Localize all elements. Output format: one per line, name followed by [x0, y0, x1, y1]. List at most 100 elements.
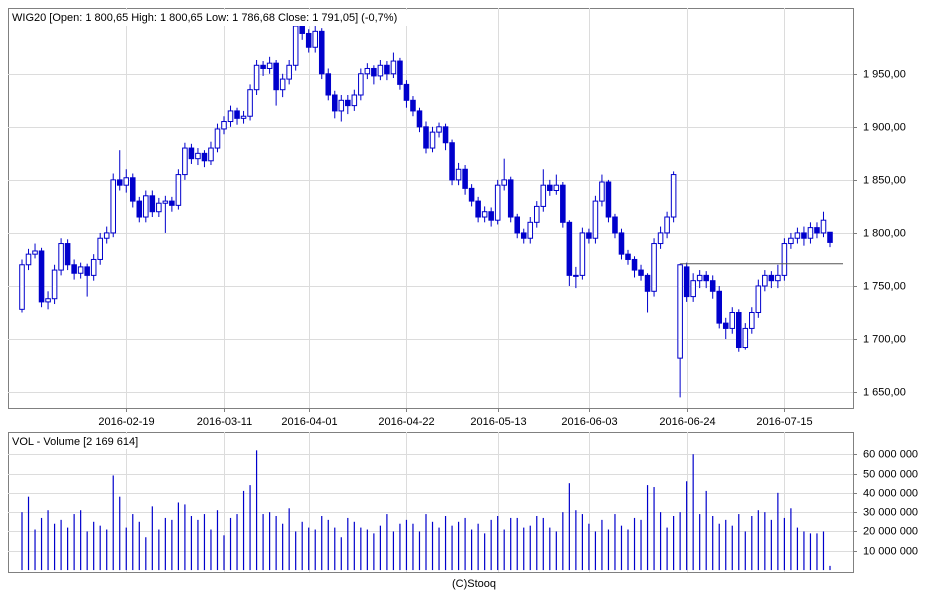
candle-body [299, 25, 305, 34]
x-tick-label: 2016-06-03 [561, 416, 617, 428]
candle-body [755, 285, 762, 314]
candle-body [182, 147, 188, 176]
candle-body [358, 73, 364, 96]
y-tick-label: 1 900,00 [863, 121, 906, 133]
candle-body [390, 60, 397, 75]
candle-body [657, 232, 664, 245]
candle-body [709, 280, 716, 292]
candle-body [683, 266, 690, 298]
candle-body [540, 184, 547, 207]
x-tick-label: 2016-04-01 [281, 416, 337, 428]
candle-body [651, 243, 657, 292]
candle-body [286, 64, 292, 80]
candle-body [801, 232, 807, 239]
candle-body [605, 181, 612, 218]
candle-body [19, 264, 25, 310]
x-tick-label: 2016-06-24 [659, 416, 715, 428]
candle-body [696, 274, 703, 282]
candle-body [253, 64, 260, 91]
x-tick-label: 2016-05-13 [470, 416, 526, 428]
candle-body [266, 62, 273, 69]
volume-panel [8, 432, 854, 573]
candle-body [45, 298, 51, 303]
candle-body [742, 327, 749, 349]
candle-body [364, 67, 371, 75]
volume-tick-label: 20 000 000 [863, 525, 918, 537]
volume-tick-label: 30 000 000 [863, 506, 918, 518]
candle-body [64, 243, 71, 266]
candle-body [520, 232, 527, 239]
candle-body [462, 168, 468, 189]
candle-body [234, 110, 240, 119]
candle-body [25, 253, 32, 266]
x-tick-label: 2016-07-15 [756, 416, 812, 428]
candle-body [384, 64, 390, 75]
candle-body [703, 274, 709, 282]
candle-body [612, 216, 618, 234]
candle-body [58, 243, 64, 271]
volume-title: VOL - Volume [2 169 614] [12, 436, 138, 448]
candle-body [788, 237, 794, 245]
candle-body [722, 322, 729, 329]
candle-body [592, 200, 599, 239]
candle-body [416, 110, 423, 128]
volume-tick-label: 40 000 000 [863, 487, 918, 499]
candle-body [305, 32, 312, 48]
candle-body [475, 200, 481, 218]
y-tick-label: 1 850,00 [863, 174, 906, 186]
candle-body [156, 202, 162, 213]
candle-body [149, 195, 156, 213]
y-tick-label: 1 750,00 [863, 280, 906, 292]
candle-body [143, 195, 149, 218]
candle-body [775, 274, 781, 282]
candle-body [449, 142, 455, 181]
candle-body [90, 258, 97, 276]
y-tick-label: 1 700,00 [863, 333, 906, 345]
x-tick-label: 2016-04-22 [378, 416, 434, 428]
candle-body [129, 177, 136, 202]
candle-body [71, 264, 77, 274]
candle-body [345, 99, 351, 107]
candle-body [32, 250, 38, 255]
candle-body [51, 269, 58, 300]
candle-body [468, 187, 475, 202]
candle-body [403, 83, 410, 101]
candle-body [820, 219, 827, 234]
candle-body [547, 184, 553, 191]
candle-body [794, 232, 801, 239]
candle-body [195, 152, 201, 160]
candle-body [644, 274, 651, 292]
candle-body [488, 211, 494, 221]
candle-body [97, 237, 103, 260]
candle-body [501, 179, 507, 186]
candle-body [116, 179, 123, 186]
footer: (C)Stooq [452, 578, 496, 590]
candle-body [442, 126, 449, 144]
candle-body [436, 126, 442, 133]
candle-body [527, 221, 534, 239]
candle-body [625, 253, 631, 260]
candle-body [175, 174, 182, 206]
candle-body [188, 147, 195, 160]
candle-body [638, 269, 644, 276]
x-tick-label: 2016-03-11 [197, 416, 252, 428]
candle-body [560, 184, 566, 223]
candle-body [631, 258, 638, 271]
candle-body [573, 274, 579, 277]
candle-body [410, 99, 416, 112]
title-bg [10, 10, 480, 26]
candle-body [586, 232, 592, 239]
candle-body [240, 115, 247, 119]
candle-body [618, 232, 625, 255]
candle-body [735, 312, 742, 349]
candle-body [279, 78, 286, 91]
candle-body [599, 181, 605, 202]
candle-body [162, 200, 169, 204]
candle-body [318, 30, 325, 75]
candle-body [814, 227, 820, 234]
candle-body [507, 179, 514, 218]
candle-body [292, 25, 299, 66]
candle-body [514, 216, 521, 234]
candle-body [670, 174, 677, 218]
candle-body [690, 280, 696, 298]
